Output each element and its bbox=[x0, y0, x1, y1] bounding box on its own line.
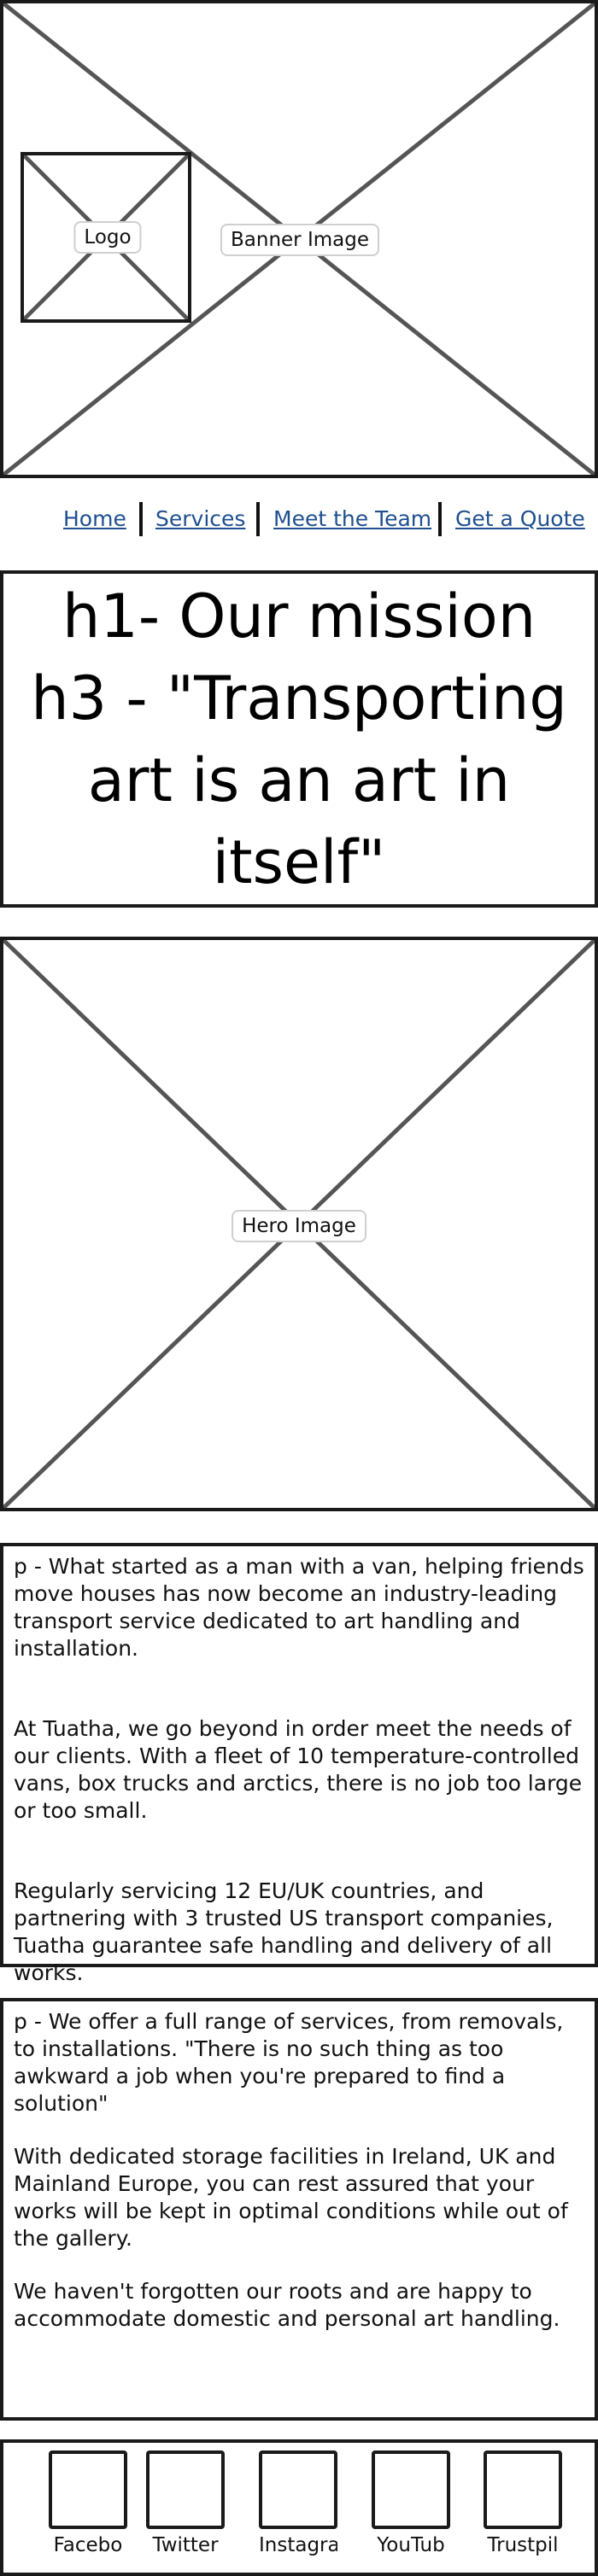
main-nav: Home Services Meet the Team Get a Quote bbox=[0, 499, 598, 546]
social-link-twitter[interactable]: Twitter bbox=[146, 2450, 225, 2557]
nav-link-meet-the-team[interactable]: Meet the Team bbox=[273, 506, 432, 531]
twitter-icon bbox=[146, 2450, 225, 2529]
nav-link-services[interactable]: Services bbox=[155, 506, 246, 531]
hero-image: Hero Image bbox=[0, 937, 598, 1511]
banner-image-label: Banner Image bbox=[220, 224, 379, 256]
youtube-icon bbox=[372, 2450, 450, 2529]
mission-heading-line: h3 - "Transporting bbox=[31, 663, 567, 733]
about-text: p - What started as a man with a van, he… bbox=[14, 1553, 588, 1987]
facebook-icon bbox=[49, 2450, 127, 2529]
social-label: Trustpil bbox=[487, 2534, 559, 2556]
social-link-instagram[interactable]: Instagra bbox=[259, 2450, 337, 2557]
mission-heading-line: h1- Our mission bbox=[62, 581, 536, 651]
mission-heading: h1- Our mission h3 - "Transporting art i… bbox=[3, 575, 595, 903]
nav-separator bbox=[438, 502, 442, 536]
paragraph: p - What started as a man with a van, he… bbox=[14, 1554, 584, 1661]
social-label: YouTub bbox=[377, 2534, 445, 2556]
mission-heading-line: art is an art in bbox=[87, 745, 511, 815]
social-label: Facebo bbox=[53, 2534, 123, 2556]
paragraph: We haven't forgotten our roots and are h… bbox=[14, 2279, 560, 2331]
social-link-facebook[interactable]: Facebo bbox=[49, 2450, 127, 2557]
trustpilot-icon bbox=[484, 2450, 562, 2529]
paragraph: p - We offer a full range of services, f… bbox=[14, 2009, 564, 2116]
paragraph: At Tuatha, we go beyond in order meet th… bbox=[14, 1716, 583, 1823]
nav-link-get-a-quote[interactable]: Get a Quote bbox=[455, 506, 585, 531]
logo-label: Logo bbox=[73, 221, 142, 254]
mission-heading-section: h1- Our mission h3 - "Transporting art i… bbox=[0, 570, 598, 908]
nav-separator bbox=[256, 502, 260, 536]
paragraph: With dedicated storage facilities in Ire… bbox=[14, 2144, 568, 2251]
social-label: Instagra bbox=[259, 2534, 337, 2556]
services-text: p - We offer a full range of services, f… bbox=[14, 2008, 588, 2333]
mission-heading-line: itself" bbox=[212, 827, 386, 897]
social-link-trustpilot[interactable]: Trustpil bbox=[484, 2450, 562, 2557]
paragraph: Regularly servicing 12 EU/UK countries, … bbox=[14, 1878, 554, 1985]
nav-separator bbox=[139, 502, 143, 536]
nav-link-home[interactable]: Home bbox=[63, 506, 126, 531]
hero-image-label: Hero Image bbox=[232, 1210, 366, 1242]
instagram-icon bbox=[259, 2450, 337, 2529]
social-link-youtube[interactable]: YouTub bbox=[372, 2450, 450, 2557]
logo[interactable]: Logo bbox=[21, 152, 191, 323]
about-text-section: p - What started as a man with a van, he… bbox=[0, 1543, 598, 1985]
social-label: Twitter bbox=[152, 2534, 219, 2556]
services-text-section: p - We offer a full range of services, f… bbox=[0, 1998, 598, 2421]
